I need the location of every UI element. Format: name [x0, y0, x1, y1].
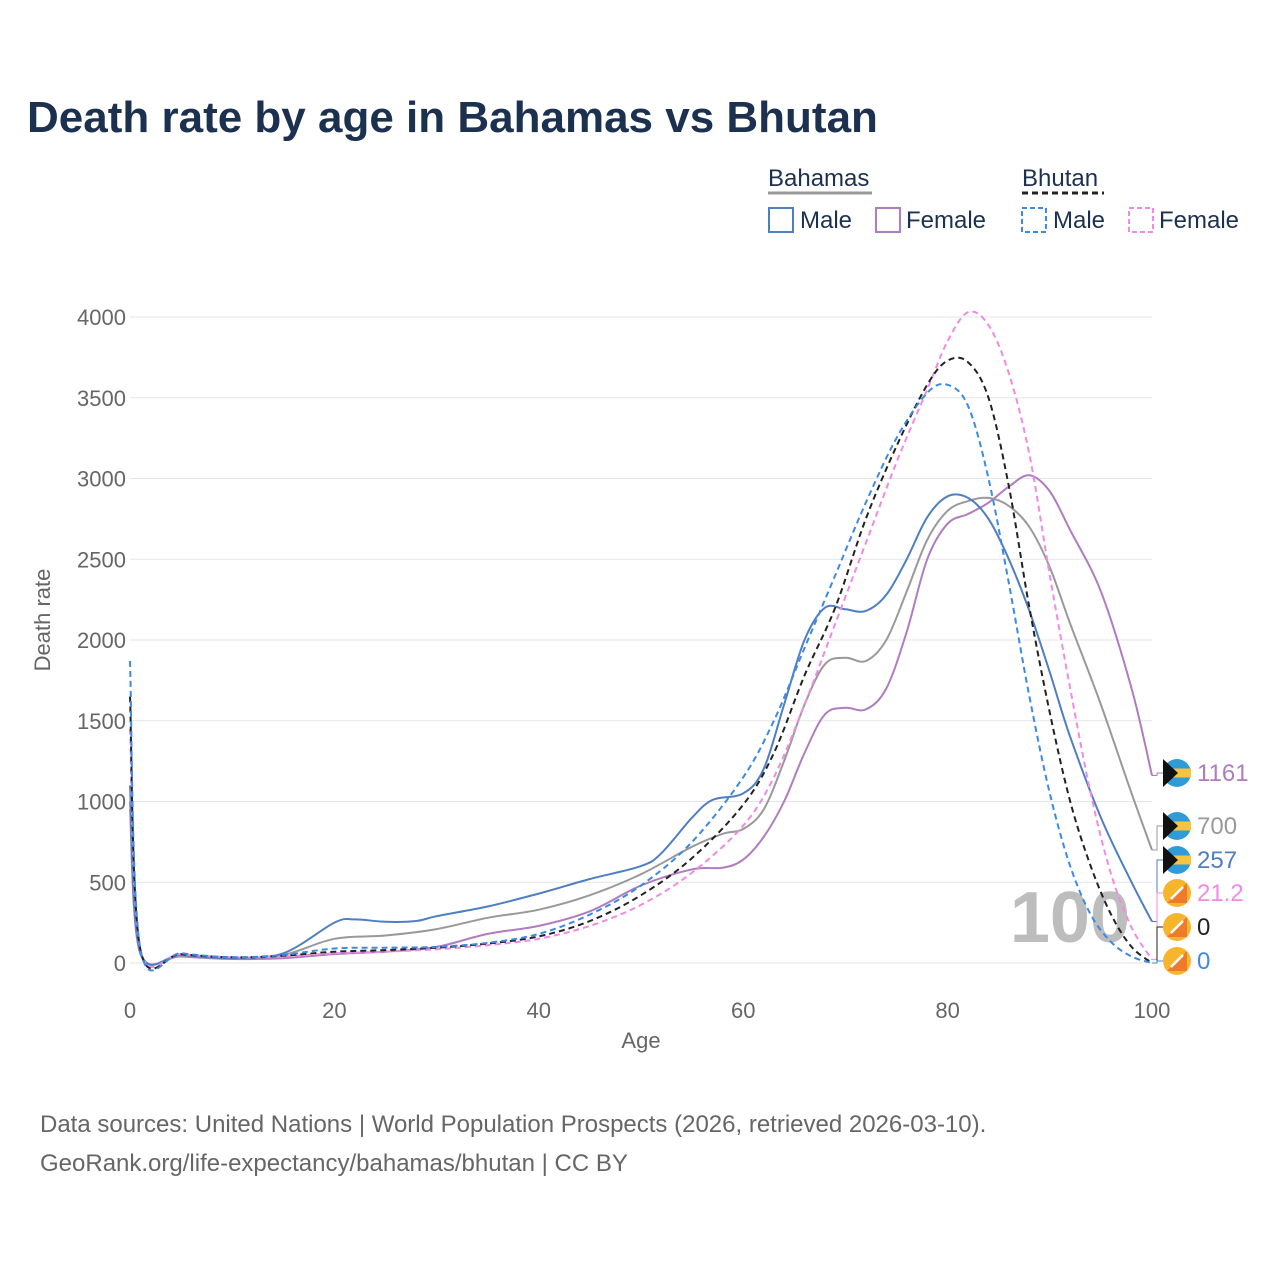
end-label-bhutan-total: 0 — [1197, 914, 1210, 941]
flag-triangle — [1163, 759, 1178, 787]
x-axis-label: Age — [621, 1028, 660, 1053]
legend-bahamas-female-swatch — [875, 207, 901, 233]
y-axis-ticks: 0 500 1000 1500 2000 2500 3000 3500 4000 — [77, 305, 126, 976]
bahamas-flag-icon — [1163, 759, 1191, 787]
year-watermark: 100 — [1010, 878, 1130, 958]
series-line-bhutan-male — [129, 382, 1153, 972]
end-label-bahamas-female: 1161 — [1197, 760, 1249, 787]
legend-bhutan-female-swatch — [1128, 207, 1154, 233]
legend-group-bahamas: Bahamas — [768, 165, 869, 192]
series-line-bahamas-male — [129, 493, 1153, 966]
x-tick-20: 20 — [322, 998, 346, 1023]
bahamas-flag-icon — [1163, 812, 1191, 840]
end-connector — [1152, 892, 1164, 961]
end-connector — [1152, 859, 1164, 922]
legend-bhutan-male-swatch — [1021, 207, 1047, 233]
legend-bahamas-male-swatch — [768, 207, 794, 233]
end-label-bhutan-male: 0 — [1197, 948, 1210, 975]
source-line-1: Data sources: United Nations | World Pop… — [40, 1111, 986, 1138]
bahamas-flag-icon — [1163, 846, 1191, 874]
y-tick-1500: 1500 — [77, 709, 126, 734]
end-label-bahamas-total: 700 — [1197, 813, 1237, 840]
y-tick-2000: 2000 — [77, 628, 126, 653]
flag-dragon — [1170, 886, 1184, 900]
y-tick-3500: 3500 — [77, 386, 126, 411]
flag-triangle — [1163, 812, 1178, 840]
series-lines — [129, 310, 1153, 972]
flag-dragon — [1170, 954, 1184, 968]
bhutan-flag-icon — [1163, 913, 1191, 941]
y-tick-2500: 2500 — [77, 547, 126, 572]
bhutan-flag-icon — [1163, 879, 1191, 907]
x-tick-40: 40 — [527, 998, 551, 1023]
series-line-bhutan-female — [129, 310, 1153, 968]
end-labels: 1161 700 257 21.2 0 0 — [1152, 759, 1249, 975]
flag-dragon — [1170, 920, 1184, 934]
x-tick-0: 0 — [124, 998, 136, 1023]
end-connector — [1152, 825, 1164, 851]
source-line-2: GeoRank.org/life-expectancy/bahamas/bhut… — [40, 1150, 628, 1177]
flag-triangle — [1163, 846, 1178, 874]
y-tick-1000: 1000 — [77, 790, 126, 815]
legend-bahamas-female-label: Female — [906, 207, 986, 234]
series-line-bahamas-total — [129, 496, 1153, 966]
end-label-bhutan-female: 21.2 — [1197, 880, 1244, 907]
legend: Bahamas Male Female Bhutan Male Female — [768, 165, 1239, 234]
y-tick-4000: 4000 — [77, 305, 126, 330]
end-label-bahamas-male: 257 — [1197, 847, 1237, 874]
legend-bhutan-male-label: Male — [1053, 207, 1105, 234]
end-connector — [1152, 772, 1164, 776]
y-tick-3000: 3000 — [77, 467, 126, 492]
legend-bahamas-male-label: Male — [800, 207, 852, 234]
y-tick-0: 0 — [114, 951, 126, 976]
series-line-bhutan-total — [129, 356, 1153, 970]
legend-bhutan-female-label: Female — [1159, 207, 1239, 234]
x-tick-80: 80 — [935, 998, 959, 1023]
legend-group-bhutan: Bhutan — [1022, 165, 1098, 192]
series-line-bahamas-female — [129, 474, 1153, 966]
end-connector — [1152, 926, 1164, 964]
x-tick-60: 60 — [731, 998, 755, 1023]
bhutan-flag-icon — [1163, 947, 1191, 975]
chart-title: Death rate by age in Bahamas vs Bhutan — [27, 93, 878, 142]
end-connector — [1152, 960, 1164, 964]
grid — [130, 316, 1152, 964]
x-tick-100: 100 — [1134, 998, 1171, 1023]
y-tick-500: 500 — [89, 870, 126, 895]
y-axis-label: Death rate — [30, 569, 55, 672]
x-axis-ticks: 0 20 40 60 80 100 — [124, 998, 1170, 1023]
